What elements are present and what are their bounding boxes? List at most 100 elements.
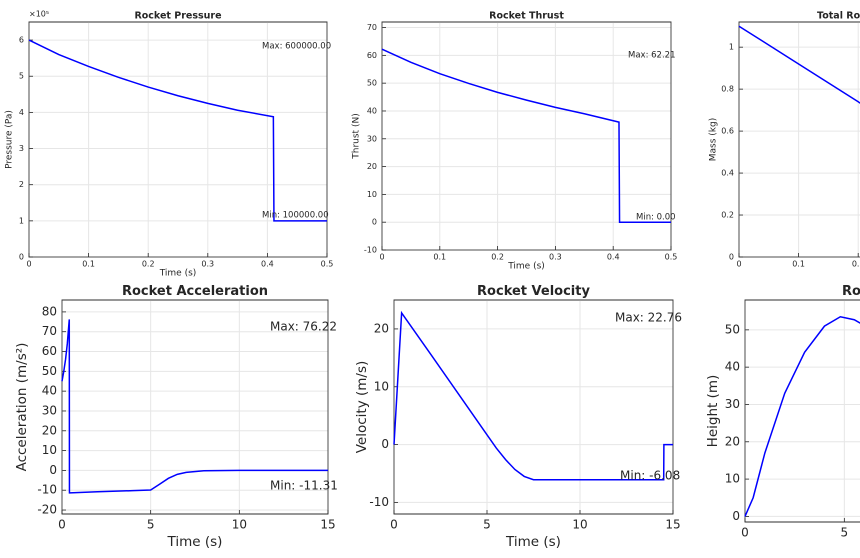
x-tick-label: 0.5 [321, 260, 334, 269]
x-tick-label: 0.4 [261, 260, 274, 269]
y-tick-label: 3 [19, 144, 24, 153]
x-tick-label: 0 [741, 525, 749, 539]
y-tick-label: -10 [369, 495, 389, 509]
y-tick-label: 40 [367, 106, 377, 115]
x-tick-label: 0.3 [549, 253, 562, 262]
y-tick-label: 20 [374, 321, 389, 335]
y-tick-label: 30 [725, 397, 740, 411]
y-tick-label: 10 [725, 472, 740, 486]
x-tick-label: 0 [390, 517, 398, 531]
y-tick-label: 80 [42, 304, 57, 318]
y-tick-label: 40 [42, 384, 57, 398]
y-tick-label: 50 [42, 364, 57, 378]
x-tick-label: 15 [320, 517, 335, 531]
y-tick-label: 30 [42, 403, 57, 417]
chart-title: Rocket Thrust [489, 10, 564, 21]
axes-frame [393, 299, 674, 515]
axes-frame [28, 21, 328, 258]
y-tick-label: 10 [367, 190, 377, 199]
data-line [61, 319, 328, 494]
axes-frame [381, 21, 672, 251]
annotation: Min: -6.08 [620, 469, 680, 483]
y-tick-label: 20 [367, 162, 377, 171]
y-tick-label: 20 [42, 423, 57, 437]
y-tick-label: 70 [42, 324, 57, 338]
y-tick-label: 0 [19, 253, 24, 262]
y-tick-label: 0 [729, 253, 734, 262]
y-axis-label: Thrust (N) [352, 113, 362, 159]
y-axis-label: Acceleration (m/s²) [14, 343, 30, 472]
axes-background [393, 299, 674, 515]
y-tick-label: 70 [367, 23, 377, 32]
axes-frame [744, 299, 860, 523]
y-tick-label: 0.2 [721, 211, 734, 220]
x-tick-label: 0.4 [607, 253, 620, 262]
annotation: Min: -11.31 [270, 479, 338, 493]
y-tick-label: 10 [374, 379, 389, 393]
y-tick-label: 30 [367, 134, 377, 143]
y-axis-label: Height (m) [705, 375, 721, 448]
y-tick-label: -20 [37, 503, 57, 517]
x-tick-label: 5 [841, 525, 849, 539]
axes-background [738, 21, 860, 258]
x-tick-label: 0.1 [433, 253, 446, 262]
axes-frame [61, 299, 329, 515]
annotation: Min: 100000.00 [262, 211, 329, 221]
chart-title: Ro [842, 284, 860, 299]
y-tick-label: 1 [19, 216, 24, 225]
y-tick-label: 0.4 [721, 169, 734, 178]
y-axis-label: Pressure (Pa) [5, 110, 15, 169]
axes-background [744, 299, 860, 523]
y-tick-label: 1 [729, 43, 734, 52]
data-line [381, 48, 671, 223]
chart-title: Rocket Acceleration [122, 284, 268, 299]
annotation: Min: 0.00 [636, 213, 676, 223]
data-line [28, 39, 327, 222]
chart-title: Rocket Velocity [477, 284, 590, 299]
y-tick-label: 0 [732, 509, 740, 523]
x-tick-label: 0.1 [82, 260, 95, 269]
x-tick-label: 0.2 [491, 253, 504, 262]
annotation: Max: 76.22 [270, 320, 337, 334]
y-tick-label: 0.6 [721, 127, 734, 136]
y-tick-label: 4 [19, 108, 24, 117]
x-tick-label: 0 [58, 517, 66, 531]
data-line [744, 315, 860, 517]
axes-background [28, 21, 328, 258]
y-tick-label: 6 [19, 36, 24, 45]
chart-title: Total Roc [817, 10, 860, 21]
y-tick-label: 60 [42, 344, 57, 358]
x-tick-label: 0 [379, 253, 384, 262]
y-tick-label: 20 [725, 434, 740, 448]
x-tick-label: 5 [147, 517, 155, 531]
y-tick-label: 60 [367, 51, 377, 60]
annotation: Max: 22.76 [615, 311, 682, 325]
x-tick-label: 10 [572, 517, 587, 531]
data-line [393, 310, 673, 481]
y-axis-label: Mass (kg) [709, 118, 719, 161]
x-tick-label: 0 [736, 260, 741, 269]
axes-frame [738, 21, 860, 258]
x-tick-label: 0.3 [201, 260, 214, 269]
x-tick-label: 0 [26, 260, 31, 269]
x-tick-label: 0.1 [792, 260, 805, 269]
y-tick-label: -10 [364, 246, 377, 255]
y-tick-label: 0 [381, 437, 389, 451]
y-tick-label: -10 [37, 483, 57, 497]
x-tick-label: 15 [665, 517, 680, 531]
x-axis-label: Time (s) [505, 534, 561, 550]
x-tick-label: 0.2 [142, 260, 155, 269]
y-tick-label: 0 [49, 463, 57, 477]
x-tick-label: 0.5 [665, 253, 678, 262]
chart-title: Rocket Pressure [134, 10, 221, 21]
x-tick-label: 5 [483, 517, 491, 531]
x-axis-label: Time (s) [159, 269, 197, 279]
y-tick-label: 0.8 [721, 85, 734, 94]
y-tick-label: 5 [19, 72, 24, 81]
y-tick-label: 2 [19, 180, 24, 189]
x-tick-label: 10 [232, 517, 247, 531]
x-tick-label: 0.2 [852, 260, 860, 269]
y-axis-label: Velocity (m/s) [354, 361, 370, 454]
annotation: Max: 62.21 [628, 51, 675, 61]
